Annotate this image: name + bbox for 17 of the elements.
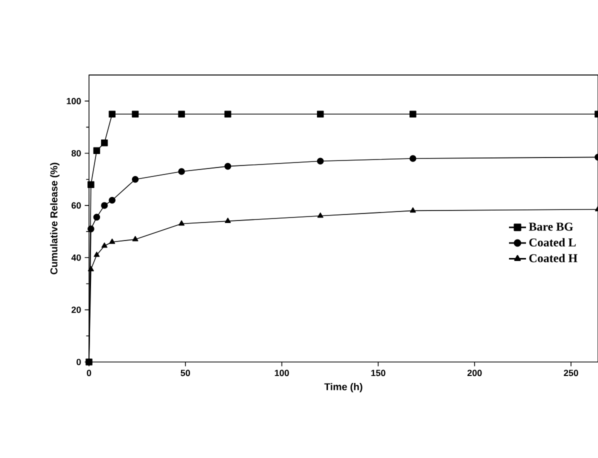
y-tick-label: 60	[72, 202, 81, 209]
y-tick-label: 80	[72, 150, 81, 156]
x-tick-label: 250	[564, 370, 578, 376]
legend-label: Coated H	[529, 254, 578, 262]
x-tick-label: 0	[86, 370, 92, 376]
x-tick-label: 150	[371, 370, 386, 376]
y-axis-title: Cumulative Release (%)	[50, 162, 60, 274]
x-axis-title: Time (h)	[324, 382, 362, 392]
y-tick-label: 40	[71, 254, 81, 261]
y-tick-label: 20	[72, 306, 81, 313]
x-tick-label: 200	[467, 370, 482, 376]
legend-label: Coated L	[529, 238, 576, 246]
y-tick-label: 0	[76, 358, 81, 366]
x-tick-label: 50	[180, 370, 190, 376]
x-tick-label: 100	[274, 370, 289, 376]
legend-label: Bare BG	[528, 222, 574, 231]
y-tick-label: 100	[66, 98, 81, 104]
